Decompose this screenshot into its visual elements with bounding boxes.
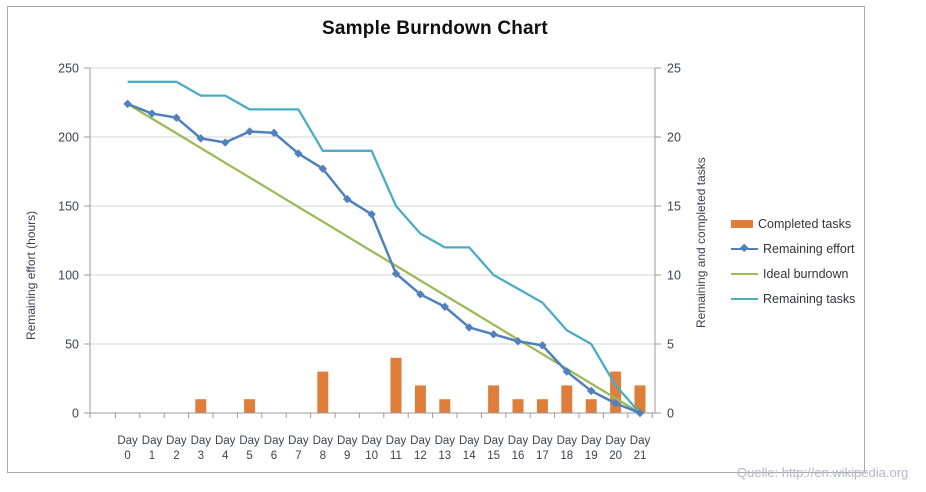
svg-text:Day: Day — [239, 435, 260, 447]
svg-text:Day: Day — [459, 435, 480, 447]
svg-text:7: 7 — [295, 450, 301, 462]
axes — [84, 67, 661, 418]
svg-text:17: 17 — [536, 450, 549, 462]
svg-text:13: 13 — [438, 450, 451, 462]
svg-text:5: 5 — [667, 338, 674, 352]
legend-label: Remaining tasks — [763, 291, 856, 306]
legend-label: Completed tasks — [758, 216, 852, 231]
svg-text:16: 16 — [512, 450, 525, 462]
svg-text:8: 8 — [320, 450, 326, 462]
source-attribution: Quelle: http://en.wikipedia.org — [737, 465, 909, 480]
svg-text:Day: Day — [581, 435, 602, 447]
svg-text:3: 3 — [198, 450, 204, 462]
diamond-line-swatch-icon — [731, 243, 758, 253]
svg-text:100: 100 — [58, 269, 79, 283]
svg-text:Day: Day — [264, 435, 285, 447]
series-completed-tasks — [195, 357, 646, 413]
chart-title: Sample Burndown Chart — [322, 18, 548, 39]
svg-text:Day: Day — [166, 435, 187, 447]
svg-text:Day: Day — [508, 435, 529, 447]
svg-text:9: 9 — [344, 450, 350, 462]
svg-text:Day: Day — [532, 435, 553, 447]
axis-tick-labels: 0 50 100 150 200 250 0 5 10 15 20 25 Day 0 Day 1 Day 2 Day… — [58, 62, 681, 463]
svg-text:Day: Day — [386, 435, 407, 447]
legend-label: Ideal burndown — [763, 266, 849, 281]
svg-text:Day: Day — [557, 435, 578, 447]
svg-text:Day: Day — [337, 435, 358, 447]
series-ideal-burndown — [127, 102, 641, 414]
right-axis-title: Remaining and completed tasks — [694, 157, 708, 328]
legend-label: Remaining effort — [763, 241, 855, 256]
line-swatch-icon — [731, 297, 758, 300]
svg-text:14: 14 — [463, 450, 476, 462]
svg-text:5: 5 — [246, 450, 252, 462]
svg-text:10: 10 — [365, 450, 378, 462]
bar-swatch-icon — [731, 219, 753, 228]
svg-text:0: 0 — [124, 450, 130, 462]
left-axis-title: Remaining effort (hours) — [24, 210, 38, 340]
svg-text:2: 2 — [173, 450, 179, 462]
svg-text:Day: Day — [313, 435, 334, 447]
svg-text:Day: Day — [483, 435, 504, 447]
svg-text:150: 150 — [58, 200, 79, 214]
svg-text:50: 50 — [65, 338, 79, 352]
svg-text:19: 19 — [585, 450, 598, 462]
svg-text:6: 6 — [271, 450, 277, 462]
svg-text:Day: Day — [630, 435, 651, 447]
svg-text:15: 15 — [487, 450, 500, 462]
series-remaining-effort — [123, 99, 645, 418]
svg-text:11: 11 — [390, 450, 402, 462]
svg-text:4: 4 — [222, 450, 229, 462]
legend-item-ideal-burndown: Ideal burndown — [731, 261, 855, 286]
line-swatch-icon — [731, 272, 758, 275]
svg-text:Day: Day — [361, 435, 382, 447]
legend-item-completed-tasks: Completed tasks — [731, 211, 855, 236]
svg-text:Day: Day — [215, 435, 236, 447]
svg-text:25: 25 — [667, 62, 681, 76]
svg-text:10: 10 — [667, 269, 681, 283]
legend-item-remaining-effort: Remaining effort — [731, 236, 855, 261]
svg-text:Day: Day — [288, 435, 309, 447]
svg-text:12: 12 — [414, 450, 427, 462]
svg-text:1: 1 — [149, 450, 155, 462]
svg-text:250: 250 — [58, 62, 79, 76]
svg-text:0: 0 — [72, 407, 79, 421]
svg-text:Day: Day — [117, 435, 138, 447]
svg-text:200: 200 — [58, 131, 79, 145]
svg-text:20: 20 — [667, 131, 681, 145]
svg-text:21: 21 — [634, 450, 647, 462]
svg-text:Day: Day — [605, 435, 626, 447]
chart-frame — [7, 6, 865, 473]
chart-legend: Completed tasks Remaining effort Ideal b… — [731, 211, 855, 311]
svg-text:Day: Day — [142, 435, 163, 447]
gridlines — [90, 67, 655, 345]
svg-text:0: 0 — [667, 407, 674, 421]
svg-text:18: 18 — [560, 450, 573, 462]
legend-item-remaining-tasks: Remaining tasks — [731, 286, 855, 311]
series-remaining-tasks — [127, 80, 641, 414]
svg-text:Day: Day — [191, 435, 212, 447]
svg-text:20: 20 — [609, 450, 622, 462]
svg-text:Day: Day — [435, 435, 456, 447]
svg-text:15: 15 — [667, 200, 681, 214]
svg-text:Day: Day — [410, 435, 431, 447]
